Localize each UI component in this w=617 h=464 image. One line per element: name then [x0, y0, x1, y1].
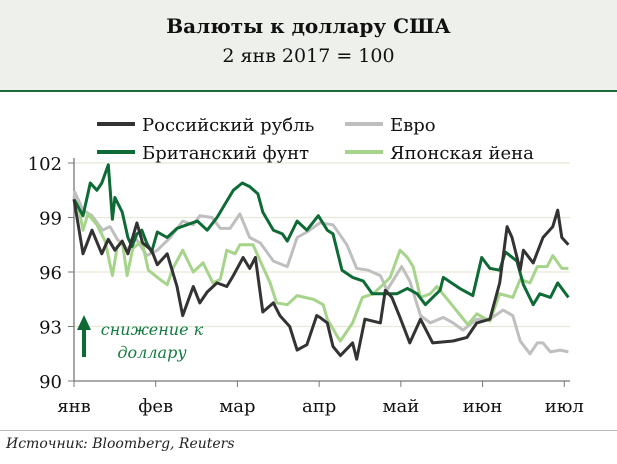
chart-title: Валюты к доллару США	[166, 14, 451, 38]
x-tick-label: июл	[545, 396, 584, 417]
y-tick-label: 90	[39, 372, 62, 393]
y-tick-label: 102	[28, 154, 62, 175]
y-tick-label: 99	[39, 209, 62, 230]
legend-label: Японская йена	[390, 143, 534, 164]
chart-subtitle: 2 янв 2017 = 100	[222, 45, 395, 67]
legend-label: Евро	[390, 115, 436, 136]
legend-label: Британский фунт	[142, 143, 309, 164]
annotation-text: доллару	[117, 343, 187, 362]
x-tick-label: фев	[138, 396, 173, 417]
source-note: Источник: Bloomberg, Reuters	[6, 436, 235, 452]
x-tick-label: июн	[463, 396, 503, 417]
arrow-up-icon-head	[77, 315, 91, 330]
annotation-text: снижение к	[101, 320, 204, 339]
x-tick-label: май	[382, 396, 419, 417]
x-tick-label: апр	[302, 396, 336, 417]
legend-label: Российский рубль	[142, 115, 315, 136]
series-line-4	[72, 198, 569, 343]
series-line-1	[72, 199, 570, 361]
series-line-3	[72, 163, 570, 307]
series-line-2	[72, 190, 569, 356]
chart-header: Валюты к доллару США 2 янв 2017 = 100	[0, 0, 617, 92]
x-tick-label: янв	[57, 396, 91, 417]
y-tick-label: 96	[39, 263, 62, 284]
x-tick-label: мар	[219, 396, 255, 417]
source-divider	[0, 430, 617, 431]
y-tick-label: 93	[39, 318, 62, 339]
